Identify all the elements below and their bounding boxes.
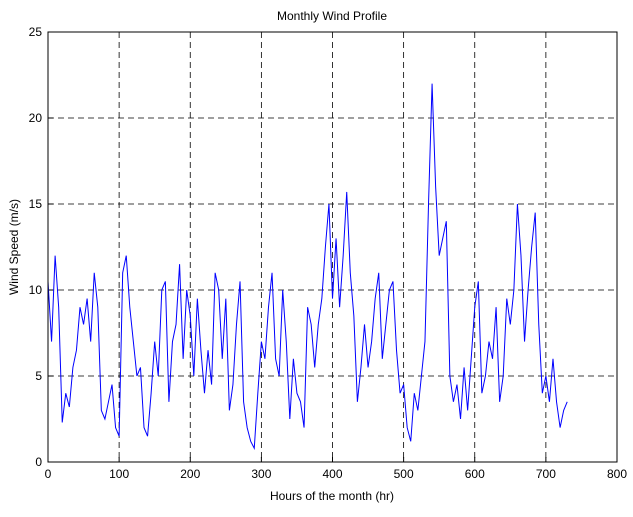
- data-line: [47, 83, 568, 451]
- x-tick-label: 200: [180, 467, 200, 481]
- x-tick-label: 500: [394, 467, 414, 481]
- x-tick-label: 0: [45, 467, 52, 481]
- y-tick-label: 25: [29, 25, 43, 39]
- x-tick-label: 600: [465, 467, 485, 481]
- x-tick-label: 100: [109, 467, 129, 481]
- x-tick-label: 400: [322, 467, 342, 481]
- x-tick-label: 800: [607, 467, 627, 481]
- x-tick-label: 300: [251, 467, 271, 481]
- y-tick-label: 20: [29, 111, 43, 125]
- y-tick-label: 10: [29, 283, 43, 297]
- y-tick-label: 15: [29, 197, 43, 211]
- y-tick-label: 0: [35, 455, 42, 469]
- chart-title: Monthly Wind Profile: [277, 9, 387, 23]
- x-axis-label: Hours of the month (hr): [270, 489, 394, 503]
- y-axis-label: Wind Speed (m/s): [7, 199, 21, 295]
- x-tick-label: 700: [536, 467, 556, 481]
- plot-frame: [47, 31, 618, 463]
- y-tick-label: 5: [35, 369, 42, 383]
